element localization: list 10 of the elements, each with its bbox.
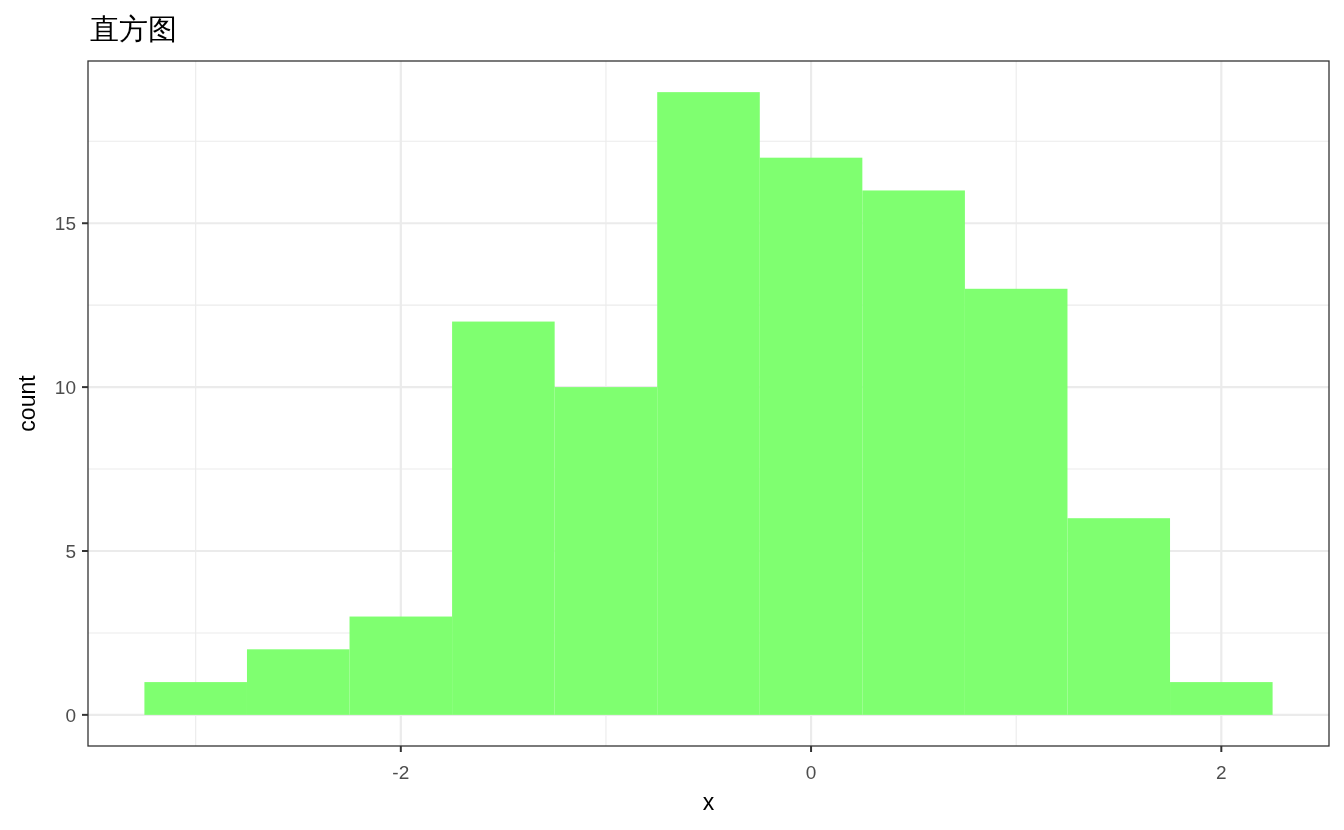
y-axis-title: count [14, 374, 40, 432]
chart-title: 直方图 [90, 13, 177, 45]
y-tick-label: 10 [54, 376, 76, 398]
x-tick-label: 2 [1216, 762, 1227, 783]
y-tick-label: 5 [65, 540, 76, 562]
y-tick-label: 0 [65, 704, 76, 726]
x-tick-label: 0 [805, 762, 817, 783]
y-tick-label: 15 [54, 212, 76, 234]
x-axis-title: x [702, 789, 715, 815]
x-tick-label: -2 [392, 762, 410, 783]
